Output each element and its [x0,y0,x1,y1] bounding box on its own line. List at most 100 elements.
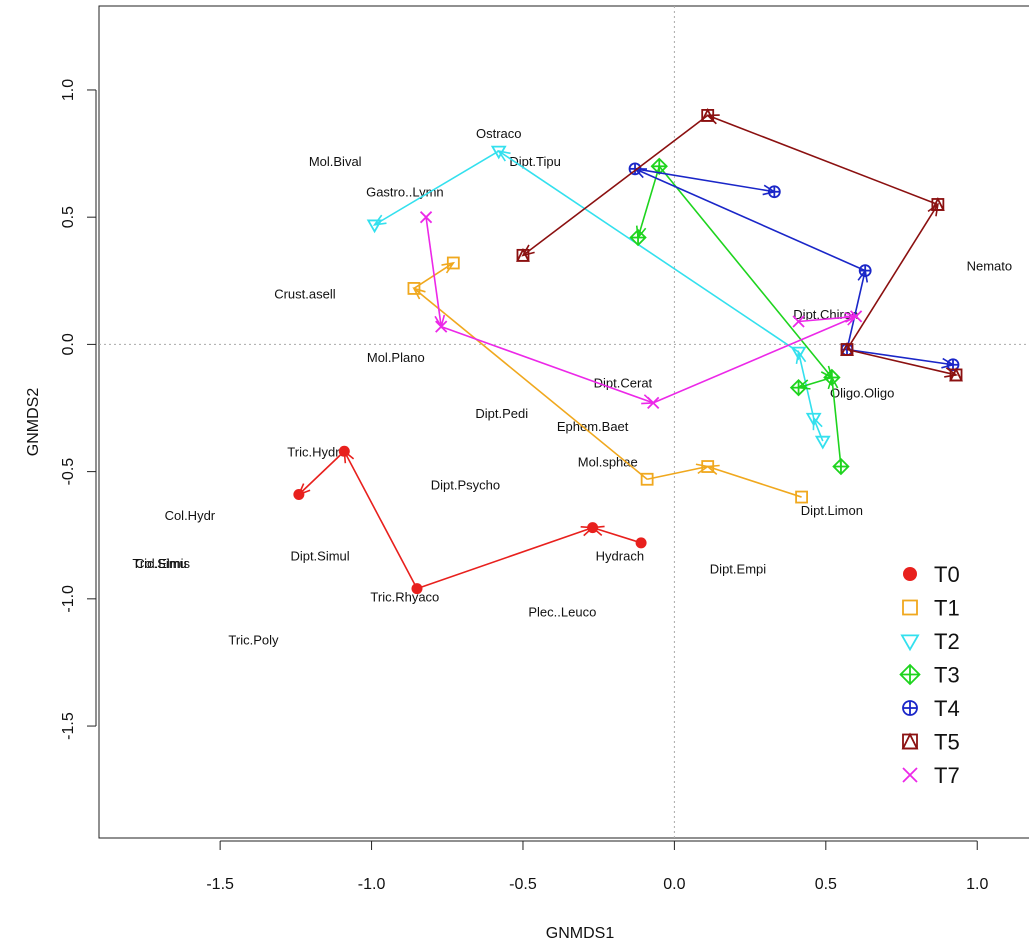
arrow [633,168,866,272]
species-label: Ostraco [476,126,522,141]
point-marker [647,396,660,410]
x-tick-label: 0.0 [663,876,685,893]
y-tick-label: 1.0 [60,79,77,101]
arrow [416,526,595,590]
species-label: Mol.Bival [309,154,362,169]
legend-item-t0: T0 [903,562,960,587]
arrow [846,348,956,369]
point-marker [407,282,421,295]
legend: T0 T1 T2 T3 T4 T5 T7 [899,562,960,788]
species-label: Tric.Hydro [287,444,346,459]
species-label: Mol.sphae [578,454,638,469]
point-marker [823,368,841,387]
series-t2 [366,145,831,450]
arrow [652,315,858,404]
arrow [646,463,710,481]
series-layer [293,107,963,595]
point-marker [700,107,715,122]
point-marker [411,583,423,595]
point-marker [293,489,305,501]
point-marker [587,522,599,534]
arrow [497,149,800,353]
y-tick-label: -1.5 [60,712,77,740]
species-label: Crust.asell [274,287,336,302]
point-marker [930,196,945,211]
species-label: Tric.Poly [228,633,279,648]
y-tick-label: 0.5 [60,206,77,228]
species-label: Dipt.Simul [290,549,349,564]
species-label: Plec..Leuco [528,605,596,620]
point-marker [805,412,822,427]
species-labels: Ostraco Mol.Bival Dipt.Tipu Gastro..Lymn Nem… [132,126,1012,647]
point-marker [858,264,872,278]
series-t5 [516,107,963,382]
x-tick-label: -0.5 [509,876,537,893]
x-tick-label: -1.5 [206,876,234,893]
point-marker [899,663,921,686]
arrow [590,525,642,544]
point-marker [789,378,808,397]
legend-label: T0 [934,562,960,587]
reference-lines [99,6,1029,838]
series-t1 [407,256,808,504]
legend-label: T7 [934,763,960,788]
point-marker [902,700,918,716]
point-marker [792,315,805,328]
species-label: Dipt.Cerat [594,376,653,391]
y-tick-label: -0.5 [60,458,77,486]
legend-label: T1 [934,596,960,621]
x-tick-label: -1.0 [358,876,386,893]
legend-item-t5: T5 [901,730,960,755]
species-label: Hydrach [596,549,644,564]
species-label: Nemato [967,259,1013,274]
species-label: Dipt.Empi [710,561,766,576]
arrow [440,325,656,405]
arrow [372,150,500,226]
arrow [635,166,661,240]
series-t0 [293,445,647,595]
point-marker [900,634,920,652]
legend-item-t7: T7 [902,763,960,788]
point-marker [790,346,807,361]
species-label: Tric.Simu [132,556,186,571]
legend-item-t4: T4 [902,696,960,721]
species-label: Col.Elmis [135,556,190,571]
point-marker [849,310,863,323]
point-marker [516,247,530,262]
arrow [658,165,834,380]
arrow [412,287,648,480]
species-label: Col.Hydr [165,508,216,523]
arrow [343,449,418,590]
legend-item-t1: T1 [902,596,960,621]
point-marker [901,732,919,750]
legend-label: T3 [934,663,960,688]
point-marker [903,567,917,581]
point-marker [640,472,654,486]
species-label: Dipt.Psycho [431,477,500,492]
x-axis-title: GNMDS1 [546,925,615,942]
series-t4 [628,162,960,372]
legend-item-t2: T2 [900,629,960,654]
point-marker [701,460,715,473]
y-axis: -1.5 -1.0 -0.5 0.0 0.5 1.0 [60,79,97,740]
point-marker [446,256,460,270]
species-label: Gastro..Lymn [366,185,444,200]
species-label: Dipt.Tipu [509,154,561,169]
point-marker [435,320,448,333]
y-tick-label: -1.0 [60,585,77,613]
species-label: Ephem.Baet [557,419,629,434]
point-marker [795,490,808,504]
point-marker [902,599,918,616]
arrow [521,114,709,257]
arrow [705,114,939,206]
species-label: Mol.Plano [367,350,425,365]
point-marker [366,219,383,234]
point-marker [767,185,781,199]
arrow [846,202,939,350]
species-label: Oligo.Oligo [830,386,894,401]
y-axis-title: GNMDS2 [25,388,42,457]
point-marker [635,537,647,549]
point-marker [832,457,850,476]
legend-label: T5 [934,730,960,755]
